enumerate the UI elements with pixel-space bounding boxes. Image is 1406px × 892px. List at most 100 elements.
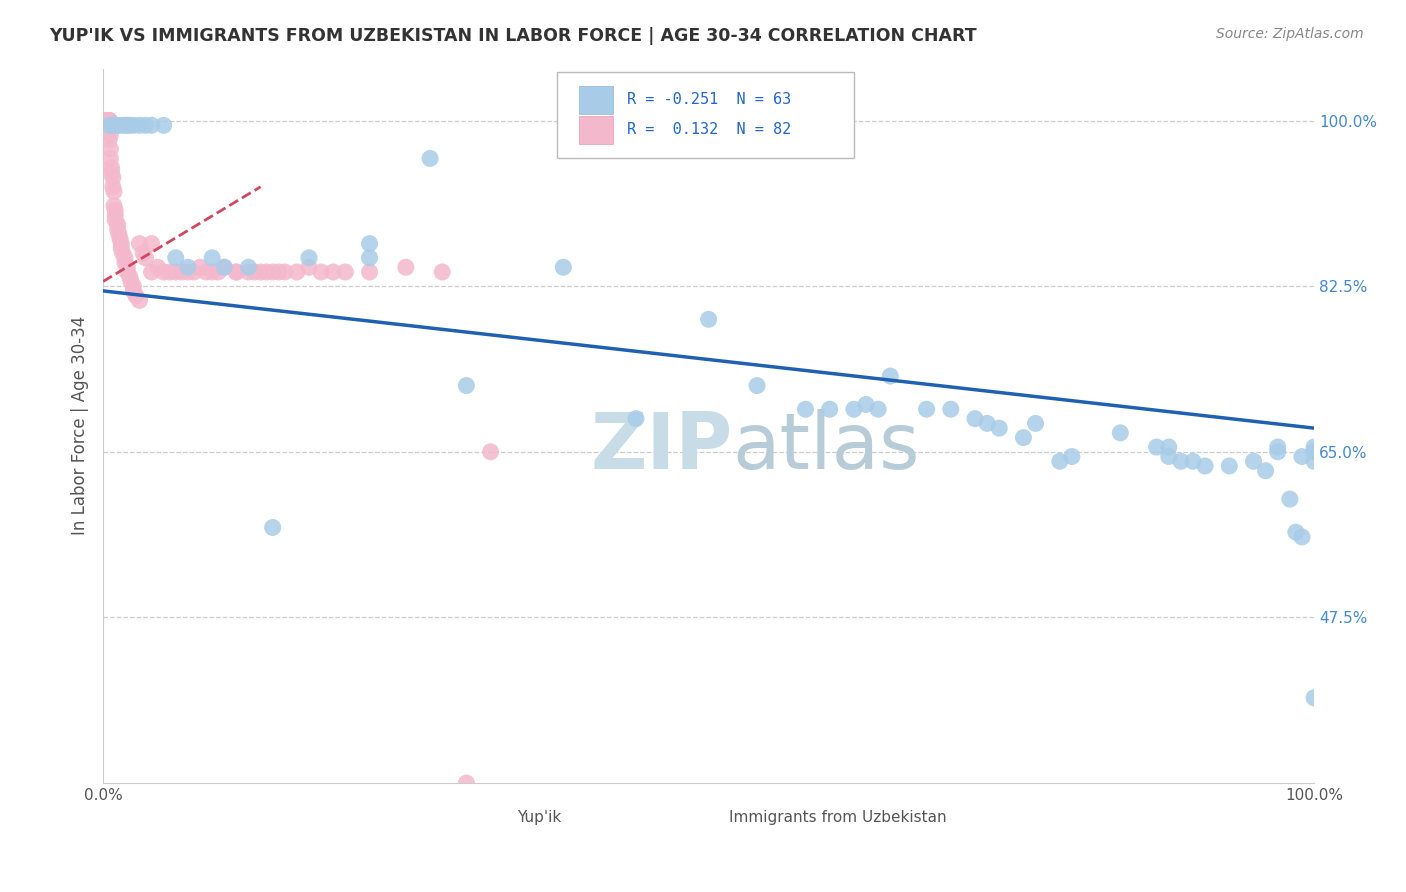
Point bbox=[114, 118, 136, 132]
Point bbox=[183, 265, 205, 279]
Point bbox=[103, 199, 125, 213]
Point bbox=[114, 255, 136, 269]
Text: Immigrants from Uzbekistan: Immigrants from Uzbekistan bbox=[730, 810, 946, 825]
Point bbox=[267, 265, 290, 279]
Point bbox=[1157, 450, 1180, 464]
Text: R =  0.132  N = 82: R = 0.132 N = 82 bbox=[627, 122, 792, 137]
Point bbox=[188, 260, 211, 275]
Point bbox=[122, 279, 145, 293]
Point bbox=[120, 275, 142, 289]
Point bbox=[118, 118, 141, 132]
Point bbox=[122, 118, 145, 132]
Point bbox=[262, 265, 284, 279]
Point bbox=[322, 265, 344, 279]
Point bbox=[256, 265, 278, 279]
Point bbox=[842, 402, 865, 417]
Point bbox=[177, 260, 200, 275]
Bar bbox=[696, 806, 723, 828]
Point bbox=[170, 265, 193, 279]
Point bbox=[94, 113, 117, 128]
Point bbox=[96, 113, 118, 128]
Point bbox=[107, 118, 129, 132]
Point bbox=[108, 227, 131, 241]
Point bbox=[1267, 440, 1289, 454]
Point bbox=[1303, 444, 1326, 458]
Point bbox=[97, 113, 120, 128]
Point bbox=[976, 417, 998, 431]
Text: ZIP: ZIP bbox=[591, 409, 733, 485]
Point bbox=[111, 246, 134, 260]
Point bbox=[128, 236, 150, 251]
Point bbox=[98, 113, 121, 128]
Point bbox=[152, 265, 174, 279]
Point bbox=[963, 411, 986, 425]
Point bbox=[1243, 454, 1265, 468]
Point bbox=[159, 265, 181, 279]
Point bbox=[456, 776, 478, 790]
Point bbox=[238, 260, 260, 275]
Point bbox=[479, 444, 502, 458]
Point bbox=[94, 113, 117, 128]
Point bbox=[225, 265, 247, 279]
Point bbox=[114, 251, 136, 265]
Point bbox=[243, 265, 266, 279]
Text: R = -0.251  N = 63: R = -0.251 N = 63 bbox=[627, 93, 792, 107]
Point bbox=[132, 246, 155, 260]
Point bbox=[745, 378, 768, 392]
Point bbox=[359, 265, 381, 279]
Point bbox=[201, 251, 224, 265]
Point bbox=[96, 113, 118, 128]
Text: Yup'ik: Yup'ik bbox=[517, 810, 561, 825]
Point bbox=[98, 118, 121, 132]
Point bbox=[879, 369, 901, 384]
Point bbox=[118, 269, 141, 284]
Point bbox=[152, 118, 174, 132]
Bar bbox=[579, 87, 613, 113]
Point bbox=[98, 113, 121, 128]
Point bbox=[101, 118, 124, 132]
Text: Source: ZipAtlas.com: Source: ZipAtlas.com bbox=[1216, 27, 1364, 41]
Point bbox=[359, 236, 381, 251]
Point bbox=[335, 265, 357, 279]
Point bbox=[104, 208, 127, 222]
Point bbox=[177, 265, 200, 279]
Point bbox=[238, 265, 260, 279]
Point bbox=[134, 118, 156, 132]
Point bbox=[1303, 454, 1326, 468]
Point bbox=[298, 260, 321, 275]
Point bbox=[1291, 530, 1313, 544]
Point bbox=[262, 520, 284, 534]
Point bbox=[624, 411, 647, 425]
Point bbox=[419, 152, 441, 166]
Point bbox=[100, 166, 122, 180]
Point bbox=[101, 179, 124, 194]
Point bbox=[110, 118, 132, 132]
Point bbox=[128, 293, 150, 308]
Point bbox=[107, 218, 129, 232]
Point bbox=[100, 161, 122, 175]
Point bbox=[359, 251, 381, 265]
Point bbox=[98, 113, 121, 128]
Point bbox=[104, 213, 127, 227]
Point bbox=[915, 402, 938, 417]
Point bbox=[298, 251, 321, 265]
Point bbox=[134, 251, 156, 265]
Point bbox=[1285, 525, 1308, 540]
Point bbox=[100, 142, 122, 156]
Point bbox=[100, 152, 122, 166]
Point bbox=[122, 284, 145, 298]
Point bbox=[98, 132, 121, 146]
Point bbox=[97, 113, 120, 128]
Point bbox=[1060, 450, 1083, 464]
Point bbox=[395, 260, 418, 275]
Point bbox=[141, 236, 163, 251]
Point bbox=[97, 113, 120, 128]
Point bbox=[1170, 454, 1192, 468]
Point bbox=[1267, 444, 1289, 458]
Point bbox=[249, 265, 271, 279]
FancyBboxPatch shape bbox=[557, 72, 853, 158]
Point bbox=[146, 260, 169, 275]
Point bbox=[104, 203, 127, 218]
Point bbox=[1109, 425, 1132, 440]
Point bbox=[1291, 450, 1313, 464]
